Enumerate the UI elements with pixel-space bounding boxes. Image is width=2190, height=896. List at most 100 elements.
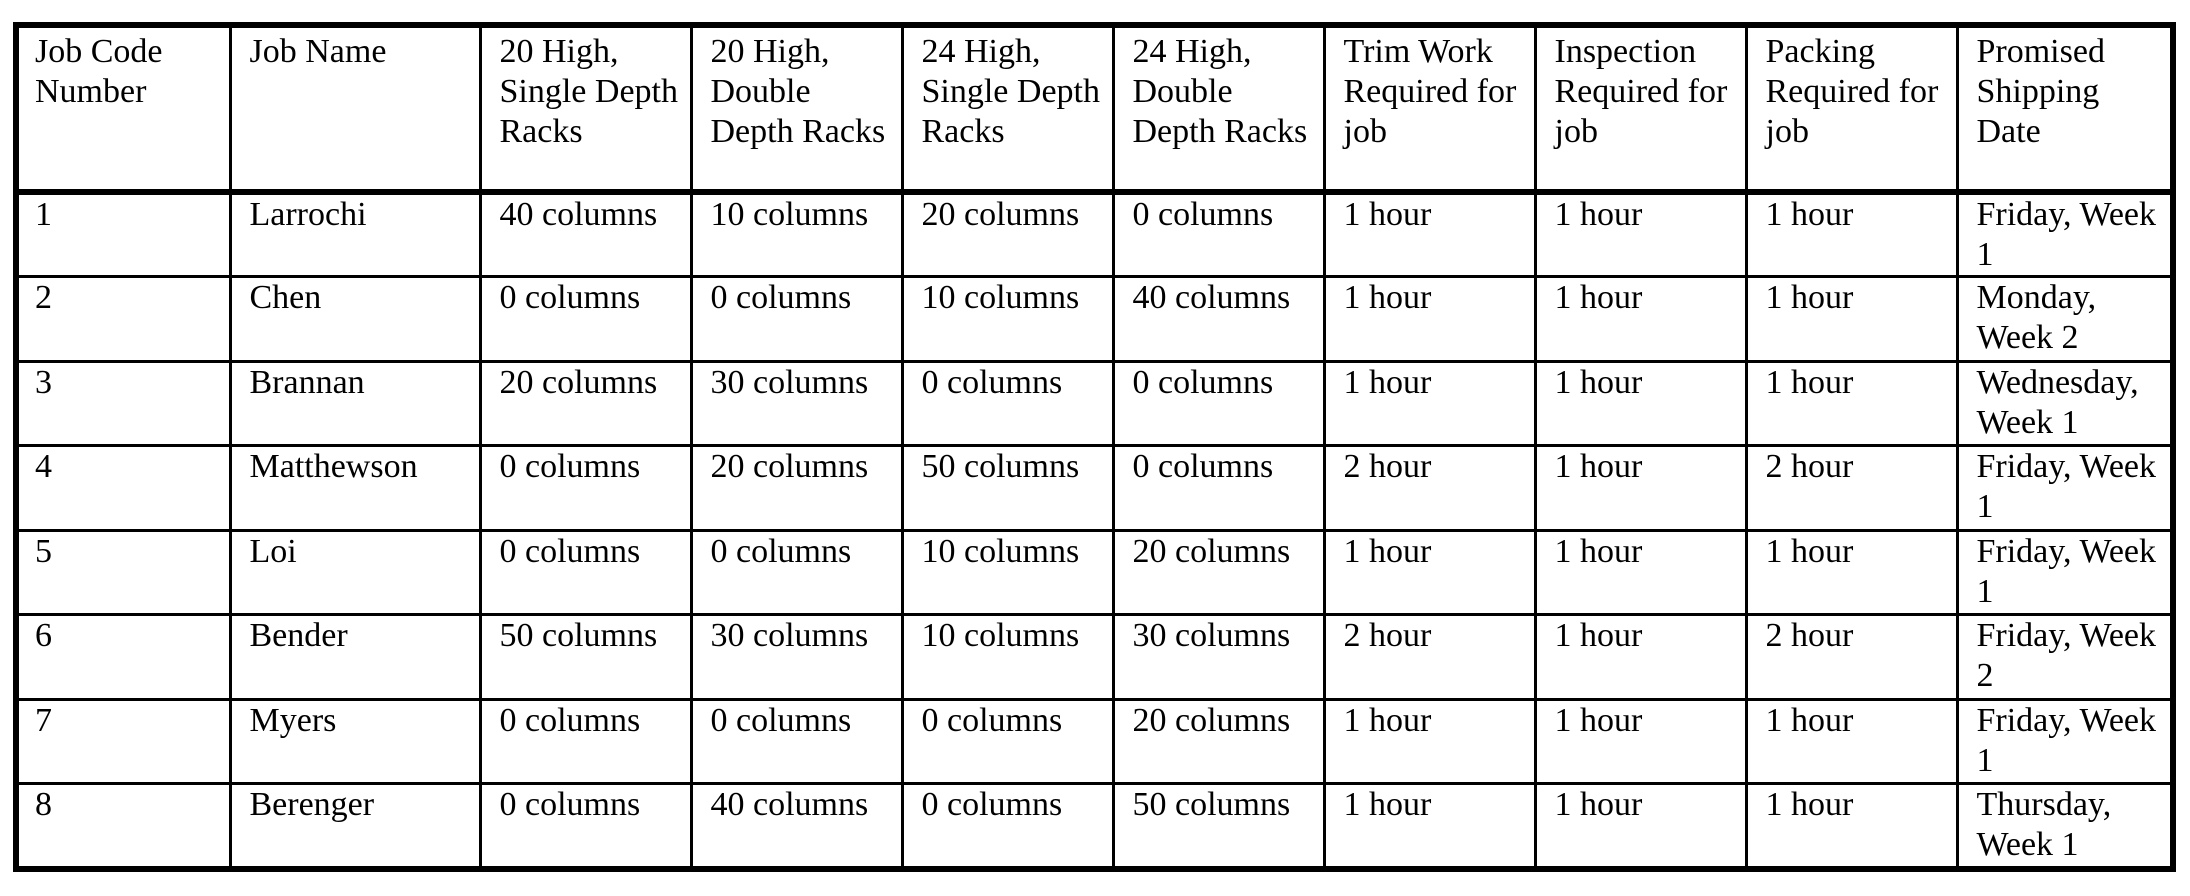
job-code-cell: 5: [19, 528, 230, 615]
job-code-cell: 2: [19, 275, 230, 361]
trim-work-cell: 1 hour: [1322, 528, 1535, 615]
trim-work-cell: 1 hour: [1322, 359, 1535, 446]
24-high-single-cell: 50 columns: [900, 444, 1113, 530]
table-row: 6 Bender 50 columns 30 columns 10 columns 30 …: [19, 613, 2170, 699]
20-high-single-cell: 0 columns: [478, 697, 691, 784]
job-name-cell: Bender: [228, 613, 480, 699]
job-code-cell: 1: [19, 189, 230, 277]
header-row: Job Code Number Job Name 20 High, Single…: [19, 28, 2170, 192]
shipping-date-cell: Friday, Week 1: [1955, 528, 2170, 615]
24-high-double-cell: 0 columns: [1111, 444, 1324, 530]
header-job-code: Job Code Number: [35, 33, 163, 110]
job-name-cell: Myers: [228, 697, 480, 784]
20-high-single-cell: 40 columns: [478, 189, 691, 277]
trim-work-cell: 1 hour: [1322, 275, 1535, 361]
20-high-single-cell: 20 columns: [478, 359, 691, 446]
shipping-date-cell: Wednesday, Week 1: [1955, 359, 2170, 446]
20-high-double-cell: 0 columns: [689, 275, 902, 361]
job-name-cell: Brannan: [228, 359, 480, 446]
20-high-single-cell: 0 columns: [478, 528, 691, 615]
24-high-single-cell: 0 columns: [900, 782, 1113, 868]
shipping-date-cell: Friday, Week 1: [1955, 189, 2170, 277]
packing-cell: 1 hour: [1744, 782, 1957, 868]
job-name-cell: Loi: [228, 528, 480, 615]
job-code-cell: 3: [19, 359, 230, 446]
24-high-double-cell: 30 columns: [1111, 613, 1324, 699]
inspection-cell: 1 hour: [1533, 444, 1746, 530]
inspection-cell: 1 hour: [1533, 782, 1746, 868]
header-24-high-single: 24 High, Single Depth Racks: [900, 28, 1113, 192]
24-high-single-cell: 10 columns: [900, 613, 1113, 699]
shipping-date-cell: Thursday, Week 1: [1955, 782, 2170, 868]
shipping-date-cell: Friday, Week 2: [1955, 613, 2170, 699]
inspection-cell: 1 hour: [1533, 359, 1746, 446]
24-high-double-cell: 20 columns: [1111, 697, 1324, 784]
job-code-cell: 8: [19, 782, 230, 868]
24-high-single-cell: 10 columns: [900, 275, 1113, 361]
table-row: 3 Brannan 20 columns 30 columns 0 columns 0 c…: [19, 359, 2170, 446]
job-name-cell: Matthewson: [228, 444, 480, 530]
header-job-name: Job Name: [228, 28, 480, 192]
20-high-double-cell: 30 columns: [689, 359, 902, 446]
20-high-double-cell: 10 columns: [689, 189, 902, 277]
20-high-single-cell: 50 columns: [478, 613, 691, 699]
20-high-double-cell: 20 columns: [689, 444, 902, 530]
24-high-single-cell: 0 columns: [900, 359, 1113, 446]
inspection-cell: 1 hour: [1533, 189, 1746, 277]
table-row: 7 Myers 0 columns 0 columns 0 columns 20 colu…: [19, 697, 2170, 784]
24-high-double-cell: 40 columns: [1111, 275, 1324, 361]
packing-cell: 1 hour: [1744, 697, 1957, 784]
20-high-double-cell: 0 columns: [689, 528, 902, 615]
table-row: 2 Chen 0 columns 0 columns 10 columns 40 colu…: [19, 275, 2170, 361]
24-high-double-cell: 50 columns: [1111, 782, 1324, 868]
trim-work-cell: 1 hour: [1322, 782, 1535, 868]
table-row: 1 Larrochi 40 columns 10 columns 20 columns 0…: [19, 189, 2170, 277]
table-row: 5 Loi 0 columns 0 columns 10 columns 20 colum…: [19, 528, 2170, 615]
header-20-high-double: 20 High, Double Depth Racks: [689, 28, 902, 192]
job-name-cell: Berenger: [228, 782, 480, 868]
trim-work-cell: 2 hour: [1322, 444, 1535, 530]
24-high-single-cell: 0 columns: [900, 697, 1113, 784]
job-code-cell: 6: [19, 613, 230, 699]
jobs-table: Job Code Number Job Name 20 High, Single…: [19, 28, 2170, 868]
table-row: 4 Matthewson 0 columns 20 columns 50 columns…: [19, 444, 2170, 530]
job-code-cell: 7: [19, 697, 230, 784]
20-high-double-cell: 30 columns: [689, 613, 902, 699]
header-trim-work: Trim Work Required for job: [1322, 28, 1535, 192]
trim-work-cell: 1 hour: [1322, 189, 1535, 277]
packing-cell: 1 hour: [1744, 359, 1957, 446]
packing-cell: 2 hour: [1744, 613, 1957, 699]
packing-cell: 2 hour: [1744, 444, 1957, 530]
20-high-single-cell: 0 columns: [478, 444, 691, 530]
24-high-double-cell: 0 columns: [1111, 189, 1324, 277]
inspection-cell: 1 hour: [1533, 613, 1746, 699]
24-high-single-cell: 20 columns: [900, 189, 1113, 277]
packing-cell: 1 hour: [1744, 275, 1957, 361]
trim-work-cell: 2 hour: [1322, 613, 1535, 699]
24-high-double-cell: 20 columns: [1111, 528, 1324, 615]
shipping-date-cell: Friday, Week 1: [1955, 697, 2170, 784]
shipping-date-cell: Friday, Week 1: [1955, 444, 2170, 530]
table-row: 8 Berenger 0 columns 40 columns 0 columns 50 …: [19, 782, 2170, 868]
jobs-table-frame: Job Code Number Job Name 20 High, Single…: [13, 22, 2176, 872]
24-high-double-cell: 0 columns: [1111, 359, 1324, 446]
header-packing: Packing Required for job: [1744, 28, 1957, 192]
20-high-double-cell: 40 columns: [689, 782, 902, 868]
packing-cell: 1 hour: [1744, 189, 1957, 277]
20-high-single-cell: 0 columns: [478, 782, 691, 868]
trim-work-cell: 1 hour: [1322, 697, 1535, 784]
header-20-high-single: 20 High, Single Depth Racks: [478, 28, 691, 192]
packing-cell: 1 hour: [1744, 528, 1957, 615]
inspection-cell: 1 hour: [1533, 275, 1746, 361]
header-24-high-double: 24 High, Double Depth Racks: [1111, 28, 1324, 192]
job-name-cell: Chen: [228, 275, 480, 361]
job-name-cell: Larrochi: [228, 189, 480, 277]
24-high-single-cell: 10 columns: [900, 528, 1113, 615]
shipping-date-cell: Monday, Week 2: [1955, 275, 2170, 361]
20-high-single-cell: 0 columns: [478, 275, 691, 361]
header-shipping-date: Promised Shipping Date: [1955, 28, 2170, 192]
job-code-cell: 4: [19, 444, 230, 530]
inspection-cell: 1 hour: [1533, 697, 1746, 784]
header-inspection: Inspection Required for job: [1533, 28, 1746, 192]
inspection-cell: 1 hour: [1533, 528, 1746, 615]
